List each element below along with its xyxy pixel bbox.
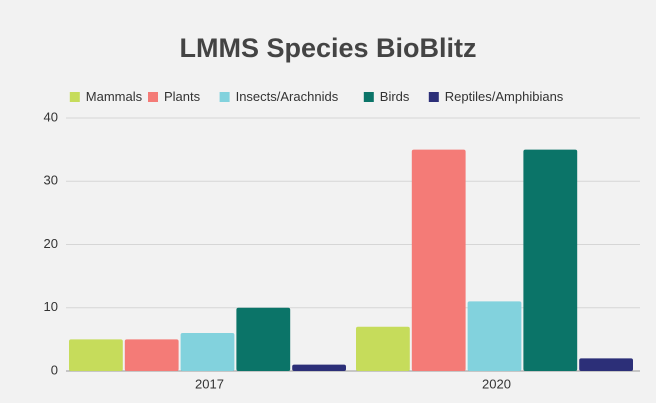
legend-label: Plants	[164, 89, 201, 104]
bar	[236, 307, 291, 371]
legend-swatch	[219, 92, 230, 102]
legend-swatch	[69, 92, 80, 102]
x-tick-label: 2017	[195, 376, 224, 391]
y-tick-label: 0	[51, 362, 58, 377]
legend-swatch	[363, 92, 374, 102]
bar	[467, 301, 522, 371]
legend-swatch	[428, 92, 439, 102]
legend-swatch	[148, 92, 158, 102]
bar	[523, 149, 578, 371]
x-tick-label: 2020	[482, 376, 511, 391]
legend-label: Reptiles/Amphibians	[445, 89, 564, 104]
y-tick-label: 30	[44, 173, 58, 188]
bar	[579, 358, 633, 371]
chart-title: LMMS Species BioBlitz	[179, 33, 476, 63]
legend-label: Mammals	[86, 89, 143, 104]
y-tick-label: 10	[44, 299, 58, 314]
bar	[180, 333, 235, 371]
legend-label: Birds	[380, 89, 410, 104]
bar	[356, 326, 410, 371]
y-tick-label: 20	[44, 236, 58, 251]
y-tick-label: 40	[44, 109, 58, 124]
legend-label: Insects/Arachnids	[236, 89, 339, 104]
bar	[124, 339, 179, 371]
bar	[411, 149, 466, 371]
bar	[69, 339, 123, 371]
bar	[292, 364, 346, 371]
